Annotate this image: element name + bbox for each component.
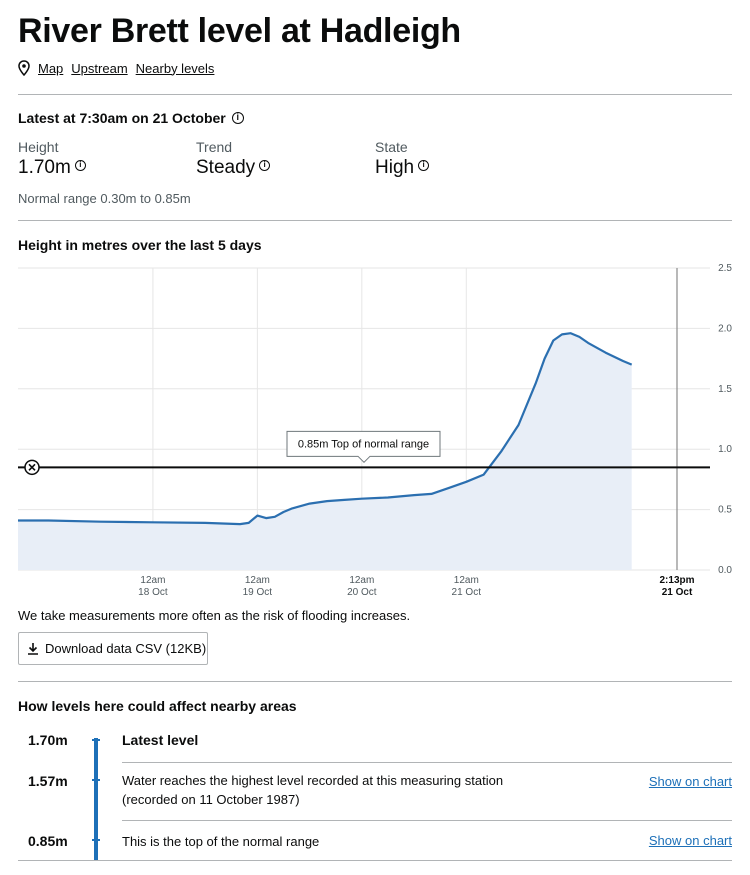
timeline-marker [92, 779, 100, 781]
x-tick-label: 20 Oct [347, 587, 377, 598]
row-divider [122, 820, 732, 821]
page-title: River Brett level at Hadleigh [18, 12, 461, 50]
state-value: High [375, 157, 415, 178]
latest-heading: Latest at 7:30am on 21 October i [18, 110, 244, 126]
y-tick-label: 1.0 [718, 444, 732, 455]
height-value: 1.70m [18, 157, 71, 178]
y-tick-label: 2.0 [718, 323, 732, 334]
download-csv-button[interactable]: Download data CSV (12KB) [18, 632, 208, 665]
download-label: Download data CSV (12KB) [45, 641, 207, 656]
upstream-link[interactable]: Upstream [71, 60, 128, 76]
map-pin-icon [18, 60, 30, 76]
trend-info-icon[interactable]: i [259, 159, 271, 171]
x-tick-label: 12am [245, 575, 270, 586]
trend-value: Steady [196, 157, 256, 178]
divider [18, 220, 732, 221]
row-divider [18, 860, 732, 861]
level-area [18, 333, 632, 570]
nearby-levels-link[interactable]: Nearby levels [135, 60, 215, 76]
now-marker-label: 21 Oct [662, 587, 693, 598]
info-icon[interactable]: i [231, 112, 244, 124]
level-description: This is the top of the normal range [122, 834, 320, 849]
height-info-icon[interactable]: i [74, 159, 86, 171]
x-tick-label: 12am [140, 575, 165, 586]
location-links: Map Upstream Nearby levels [18, 60, 214, 76]
level-value: 1.57m [28, 773, 68, 789]
affect-heading: How levels here could affect nearby area… [18, 698, 297, 714]
level-description-line: Water reaches the highest level recorded… [122, 773, 504, 788]
y-tick-label: 2.5 [718, 263, 732, 274]
level-description-line: (recorded on 11 October 1987) [122, 792, 300, 807]
level-description: Latest level [122, 732, 199, 748]
y-tick-label: 0.0 [718, 565, 732, 576]
height-stat: Height 1.70m i [18, 139, 86, 179]
x-tick-label: 21 Oct [452, 587, 482, 598]
measurement-note: We take measurements more often as the r… [18, 608, 411, 623]
level-line [18, 332, 633, 526]
chart-title: Height in metres over the last 5 days [18, 237, 262, 253]
threshold-label-box [286, 430, 441, 464]
x-tick-label: 12am [454, 575, 479, 586]
trend-label: Trend [196, 139, 233, 155]
x-tick-label: 18 Oct [138, 587, 168, 598]
map-link[interactable]: Map [38, 60, 64, 76]
show-on-chart-link[interactable]: Show on chart [648, 833, 732, 848]
level-value: 1.70m [28, 732, 68, 748]
latest-heading-text: Latest at 7:30am on 21 October [18, 110, 226, 126]
state-label: State [375, 139, 408, 155]
level-timeline [94, 738, 98, 860]
level-value: 0.85m [28, 833, 68, 849]
now-marker-label: 2:13pm [659, 575, 694, 586]
y-tick-label: 1.5 [718, 384, 732, 395]
divider [18, 681, 732, 682]
timeline-marker [92, 739, 100, 741]
level-description: Water reaches the highest level recorded… [122, 771, 503, 809]
timeline-marker [92, 839, 100, 841]
divider [18, 94, 732, 95]
row-divider [122, 762, 732, 763]
x-tick-label: 12am [349, 575, 374, 586]
state-stat: State High i [375, 139, 430, 179]
close-icon [28, 463, 36, 471]
y-tick-label: 0.5 [718, 505, 732, 516]
normal-range: Normal range 0.30m to 0.85m [18, 191, 191, 206]
download-icon [28, 643, 38, 655]
x-tick-label: 19 Oct [243, 587, 273, 598]
show-on-chart-link[interactable]: Show on chart [648, 774, 732, 789]
threshold-label: 0.85m Top of normal range [298, 438, 429, 450]
trend-stat: Trend Steady i [196, 139, 271, 179]
state-info-icon[interactable]: i [418, 159, 430, 171]
height-label: Height [18, 139, 59, 155]
